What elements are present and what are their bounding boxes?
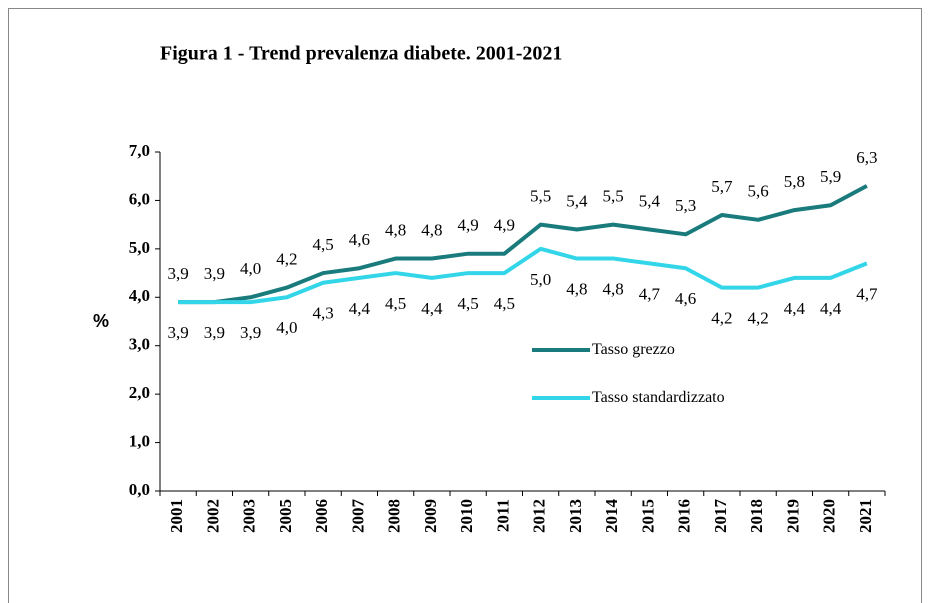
y-axis-label: %: [93, 311, 109, 331]
x-tick-label: 2017: [711, 499, 730, 534]
y-tick-label: 1,0: [129, 431, 150, 450]
x-tick-label: 2006: [312, 499, 331, 533]
x-tick-label: 2002: [203, 499, 222, 533]
data-label: 4,0: [240, 259, 261, 278]
line: [178, 184, 868, 305]
y-tick-label: 5,0: [129, 238, 150, 257]
x-tick-label: 2018: [747, 499, 766, 533]
data-label: 5,5: [530, 187, 551, 206]
data-label: 3,9: [240, 323, 261, 342]
data-label: 4,5: [494, 294, 515, 313]
x-tick-label: 2014: [602, 499, 621, 534]
data-label: 3,9: [204, 323, 225, 342]
y-tick-label: 2,0: [129, 383, 150, 402]
data-label: 3,9: [168, 323, 189, 342]
data-label: 4,2: [276, 250, 297, 269]
y-tick-label: 6,0: [129, 189, 150, 208]
data-label: 4,8: [385, 220, 406, 239]
x-tick-label: 2001: [167, 499, 186, 533]
data-label: 4,5: [458, 294, 479, 313]
data-label: 5,4: [566, 191, 588, 210]
y-tick-label: 3,0: [129, 335, 150, 354]
chart-border: [8, 8, 922, 603]
data-label: 5,0: [530, 270, 551, 289]
data-label: 4,7: [639, 284, 661, 303]
data-label: 4,5: [313, 235, 334, 254]
data-label: 6,3: [856, 148, 877, 167]
data-label: 5,8: [784, 172, 805, 191]
legend-entry: Tasso grezzo: [592, 341, 675, 358]
data-label: 3,9: [204, 264, 225, 283]
x-tick-label: 2013: [566, 499, 585, 533]
x-tick-label: 2012: [530, 499, 549, 533]
data-label: 4,9: [458, 216, 479, 235]
data-label: 5,4: [639, 191, 661, 210]
x-tick-label: 2008: [385, 499, 404, 533]
x-tick-label: 2021: [856, 499, 875, 533]
data-label: 4,5: [385, 294, 406, 313]
data-label: 4,6: [349, 230, 370, 249]
x-tick-label: 2011: [493, 499, 512, 532]
x-tick-label: 2020: [820, 499, 839, 533]
data-label: 4,7: [856, 284, 878, 303]
x-tick-label: 2019: [783, 499, 802, 533]
y-tick-label: 0,0: [129, 480, 150, 499]
data-label: 5,6: [748, 182, 769, 201]
data-label: 4,2: [748, 309, 769, 328]
line: [178, 246, 868, 305]
data-label: 5,9: [820, 167, 841, 186]
data-label: 4,6: [675, 289, 696, 308]
data-label: 4,2: [711, 309, 732, 328]
data-label: 4,4: [820, 299, 842, 318]
data-label: 4,4: [349, 299, 371, 318]
y-tick-label: 4,0: [129, 286, 150, 305]
y-tick-label: 7,0: [129, 141, 150, 160]
data-label: 4,0: [276, 318, 297, 337]
data-label: 4,9: [494, 216, 515, 235]
data-label: 4,3: [313, 304, 334, 323]
data-label: 4,4: [784, 299, 806, 318]
x-tick-label: 2010: [457, 499, 476, 533]
x-tick-label: 2016: [675, 499, 694, 533]
data-label: 4,8: [421, 220, 442, 239]
data-label: 5,7: [711, 177, 733, 196]
x-tick-label: 2007: [348, 499, 367, 534]
x-tick-label: 2015: [638, 499, 657, 533]
data-label: 4,8: [603, 279, 624, 298]
data-label: 4,4: [421, 299, 443, 318]
data-label: 5,3: [675, 196, 696, 215]
x-tick-label: 2009: [421, 499, 440, 533]
data-label: 4,8: [566, 279, 587, 298]
data-label: 3,9: [168, 264, 189, 283]
legend-entry: Tasso standardizzato: [592, 389, 725, 406]
chart-title: Figura 1 - Trend prevalenza diabete. 200…: [160, 43, 562, 65]
data-label: 5,5: [603, 187, 624, 206]
x-tick-label: 2003: [240, 499, 259, 533]
x-tick-label: 2005: [276, 499, 295, 533]
